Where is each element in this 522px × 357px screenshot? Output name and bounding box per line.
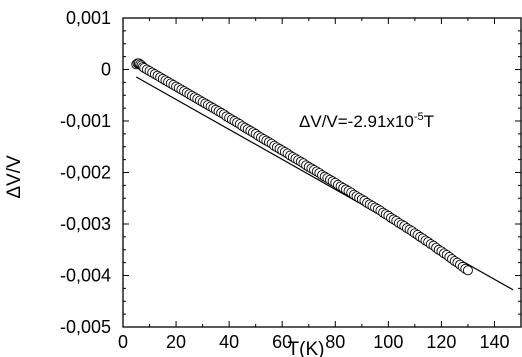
y-axis-title: ΔV/V [4, 155, 25, 199]
y-tick-label: -0,003 [60, 214, 111, 234]
x-tick-label: 80 [325, 332, 345, 352]
y-axis: 0,001 0 -0,001 -0,002 -0,003 -0,004 -0,005 [60, 8, 521, 337]
fit-equation-annotation: ΔV/V=-2.91x10-5T [299, 111, 434, 131]
y-tick-label: 0 [101, 60, 111, 80]
data-point [462, 265, 473, 276]
x-tick-label: 40 [219, 332, 239, 352]
y-tick-label: -0,004 [60, 266, 111, 286]
x-tick-label: 100 [373, 332, 403, 352]
y-tick-label: -0,005 [60, 317, 111, 337]
x-tick-label: 120 [426, 332, 456, 352]
x-tick-label: 20 [166, 332, 186, 352]
y-tick-label: -0,002 [60, 163, 111, 183]
x-tick-label: 0 [118, 332, 128, 352]
y-tick-label: 0,001 [66, 8, 111, 28]
x-tick-label: 140 [479, 332, 509, 352]
x-axis-title: T(K) [288, 339, 325, 357]
data-points [131, 58, 473, 276]
y-tick-label: -0,001 [60, 111, 111, 131]
x-axis: 0 20 40 60 80 100 120 140 [118, 18, 509, 352]
x-tick-label: 60 [272, 332, 292, 352]
